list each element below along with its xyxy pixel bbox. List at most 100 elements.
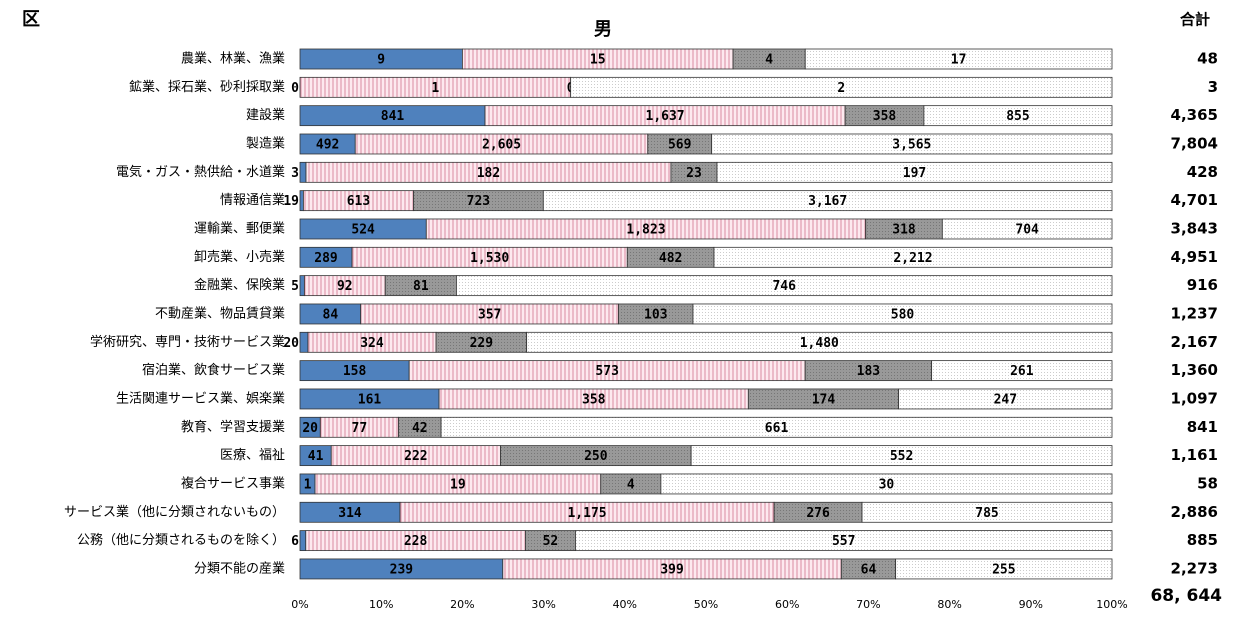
value-label: 23 [686, 166, 702, 181]
bar-segment [861, 501, 1113, 523]
value-label: 276 [806, 506, 830, 521]
value-label: 20 [283, 336, 299, 351]
total-label: 1,237 [1171, 304, 1218, 322]
x-tick-label: 30% [531, 598, 555, 611]
value-label: 92 [337, 279, 353, 294]
value-label: 2,605 [482, 137, 521, 152]
total-label: 2,167 [1171, 333, 1218, 351]
total-label: 1,161 [1171, 446, 1218, 464]
value-label: 30 [879, 477, 895, 492]
value-label: 1,530 [470, 251, 509, 266]
value-label: 3,565 [892, 137, 931, 152]
value-label: 52 [543, 534, 559, 549]
bar-segment [692, 303, 1113, 325]
value-label: 746 [772, 279, 796, 294]
value-label: 569 [668, 137, 691, 152]
value-label: 357 [478, 307, 501, 322]
value-label: 77 [352, 421, 368, 436]
bar-segment [542, 190, 1113, 212]
category-label: 農業、林業、漁業 [181, 51, 285, 67]
total-label: 428 [1187, 163, 1218, 181]
value-label: 5 [291, 279, 299, 294]
value-label: 261 [1010, 364, 1034, 379]
bar-segment [299, 331, 309, 353]
total-label: 7,804 [1171, 134, 1218, 152]
value-label: 174 [812, 392, 836, 407]
total-label: 58 [1197, 474, 1218, 492]
value-label: 229 [470, 336, 493, 351]
category-label: 分類不能の産業 [194, 560, 285, 576]
value-label: 158 [343, 364, 367, 379]
category-label: 複合サービス事業 [181, 475, 285, 491]
value-label: 552 [890, 449, 913, 464]
bar-segment [713, 246, 1113, 268]
total-label: 3 [1208, 78, 1218, 96]
bar-segment [299, 275, 305, 297]
value-label: 17 [951, 53, 967, 68]
value-label: 482 [659, 251, 682, 266]
x-tick-label: 80% [937, 598, 961, 611]
category-label: 卸売業、小売業 [194, 249, 285, 265]
category-label: 建設業 [246, 107, 285, 123]
bar-segment [716, 161, 1113, 183]
value-label: 20 [302, 421, 318, 436]
x-tick-label: 20% [450, 598, 474, 611]
value-label: 358 [582, 392, 606, 407]
value-label: 1 [431, 81, 439, 96]
value-label: 9 [377, 53, 385, 68]
bar-segment [456, 275, 1113, 297]
value-label: 785 [975, 506, 998, 521]
bar-segment [299, 161, 307, 183]
value-label: 661 [765, 421, 789, 436]
value-label: 841 [381, 109, 405, 124]
category-label: 不動産業、物品賃貸業 [155, 305, 285, 321]
total-label: 1,097 [1171, 389, 1218, 407]
x-tick-label: 90% [1019, 598, 1043, 611]
category-label: 運輸業、郵便業 [194, 220, 285, 236]
bar-segment [711, 133, 1113, 155]
value-label: 1,175 [567, 506, 606, 521]
bar-segment [570, 76, 1113, 98]
value-label: 399 [660, 562, 683, 577]
value-label: 580 [891, 307, 915, 322]
category-label: 宿泊業、飲食サービス業 [142, 362, 285, 378]
total-header: 合計 [1179, 11, 1210, 29]
x-tick-label: 10% [369, 598, 393, 611]
value-label: 573 [595, 364, 618, 379]
value-label: 15 [590, 53, 606, 68]
value-label: 723 [467, 194, 490, 209]
total-label: 841 [1187, 418, 1218, 436]
value-label: 64 [861, 562, 877, 577]
value-label: 524 [351, 222, 375, 237]
chart-title: 男 [594, 19, 612, 40]
total-label: 48 [1197, 50, 1218, 68]
x-tick-label: 70% [856, 598, 880, 611]
category-label: 情報通信業 [220, 192, 285, 208]
total-label: 4,951 [1171, 248, 1218, 266]
value-label: 103 [644, 307, 667, 322]
bar-segment [440, 416, 1113, 438]
value-label: 289 [314, 251, 337, 266]
value-label: 239 [390, 562, 413, 577]
value-label: 19 [283, 194, 299, 209]
bar-segment [660, 473, 1113, 495]
bar-segment [690, 445, 1113, 467]
value-label: 182 [477, 166, 500, 181]
total-label: 1,360 [1171, 361, 1218, 379]
bar-segment [941, 218, 1113, 240]
value-label: 1,637 [646, 109, 685, 124]
total-label: 885 [1187, 531, 1218, 549]
value-label: 557 [832, 534, 855, 549]
value-label: 19 [450, 477, 466, 492]
category-label: 学術研究、専門・技術サービス業 [90, 334, 285, 350]
x-tick-label: 60% [775, 598, 799, 611]
value-label: 183 [857, 364, 880, 379]
value-label: 358 [873, 109, 897, 124]
category-label: 公務（他に分類されるものを除く） [77, 533, 285, 548]
category-label: 教育、学習支援業 [181, 419, 285, 435]
value-label: 318 [892, 222, 916, 237]
category-label: 医療、福祉 [220, 448, 285, 463]
row-header: 区 [22, 9, 40, 30]
category-label: 製造業 [246, 135, 285, 151]
